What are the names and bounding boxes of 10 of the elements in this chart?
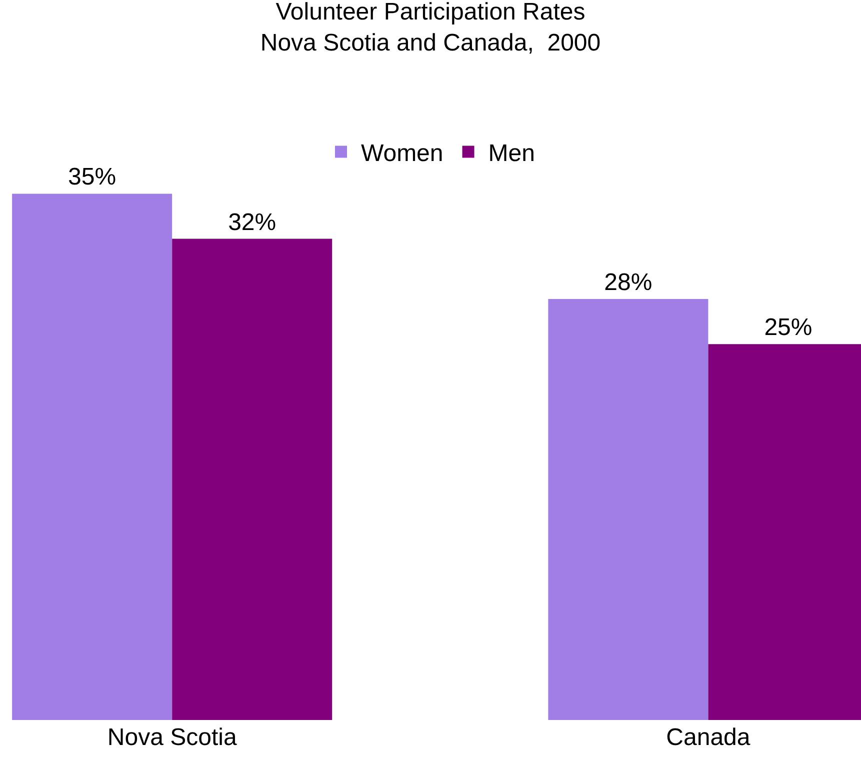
bar xyxy=(12,194,172,720)
data-label: 25% xyxy=(764,314,812,342)
data-label: 32% xyxy=(228,208,276,236)
x-tick-label: Nova Scotia xyxy=(107,724,238,751)
data-label: 28% xyxy=(604,268,652,296)
legend-label: Women xyxy=(361,140,444,168)
data-label: 35% xyxy=(68,164,116,191)
x-tick-label: Canada xyxy=(666,724,751,751)
chart-title: Volunteer Participation Rates Nova Scotia and Canada, 2000 xyxy=(260,0,601,56)
legend-label: Men xyxy=(488,140,535,168)
